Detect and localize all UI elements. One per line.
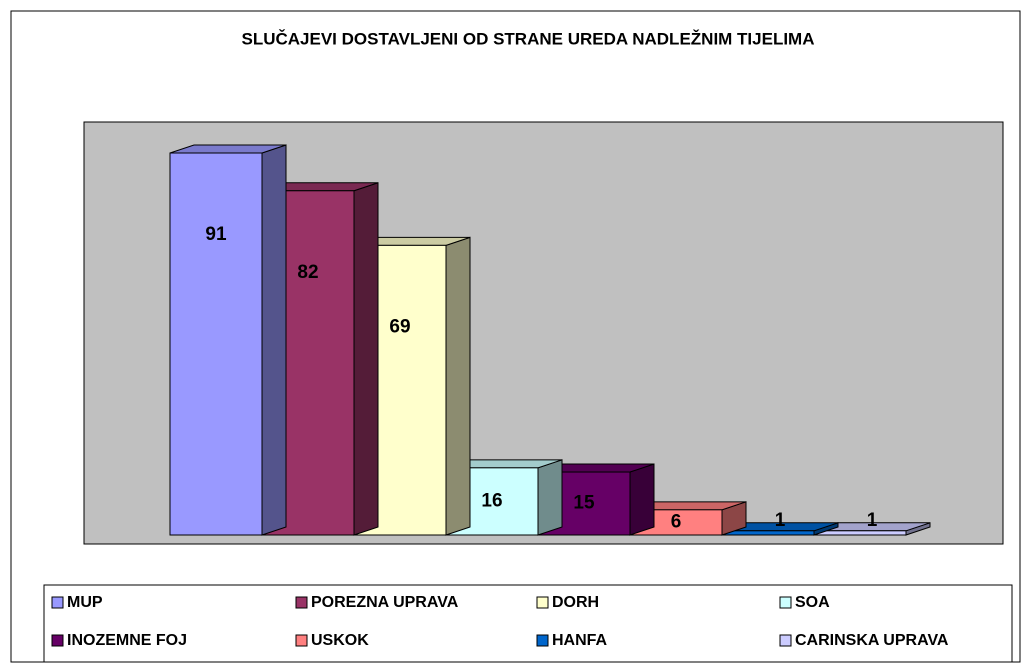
bar-side bbox=[445, 236, 471, 536]
legend-label: SOA bbox=[795, 594, 830, 611]
chart-title: SLUČAJEVI DOSTAVLJENI OD STRANE UREDA NA… bbox=[242, 29, 815, 48]
legend-swatch bbox=[51, 596, 64, 609]
data-label: 1 bbox=[867, 510, 878, 531]
legend-swatch bbox=[536, 634, 549, 647]
data-label: 16 bbox=[481, 490, 502, 511]
legend-swatch bbox=[295, 596, 308, 609]
data-label: 6 bbox=[671, 511, 682, 532]
legend-label: DORH bbox=[552, 594, 599, 611]
data-label: 82 bbox=[297, 262, 318, 283]
legend-label: MUP bbox=[67, 594, 103, 611]
bar-side bbox=[353, 182, 379, 536]
bar-side bbox=[537, 459, 563, 536]
bar bbox=[721, 530, 815, 536]
bar-side bbox=[629, 463, 655, 536]
data-label: 69 bbox=[389, 316, 410, 337]
data-label: 1 bbox=[775, 510, 786, 531]
legend-swatch bbox=[779, 634, 792, 647]
legend-label: USKOK bbox=[311, 632, 369, 649]
legend bbox=[43, 584, 1013, 663]
bar-side bbox=[261, 144, 287, 536]
legend-swatch bbox=[779, 596, 792, 609]
data-label: 15 bbox=[573, 493, 595, 514]
data-label: 91 bbox=[205, 224, 227, 245]
bar bbox=[169, 152, 263, 536]
legend-swatch bbox=[51, 634, 64, 647]
legend-swatch bbox=[295, 634, 308, 647]
legend-label: INOZEMNE FOJ bbox=[67, 632, 187, 649]
legend-swatch bbox=[536, 596, 549, 609]
legend-label: HANFA bbox=[552, 632, 608, 649]
bar bbox=[813, 530, 907, 536]
legend-label: CARINSKA UPRAVA bbox=[795, 632, 949, 649]
legend-label: POREZNA UPRAVA bbox=[311, 594, 459, 611]
